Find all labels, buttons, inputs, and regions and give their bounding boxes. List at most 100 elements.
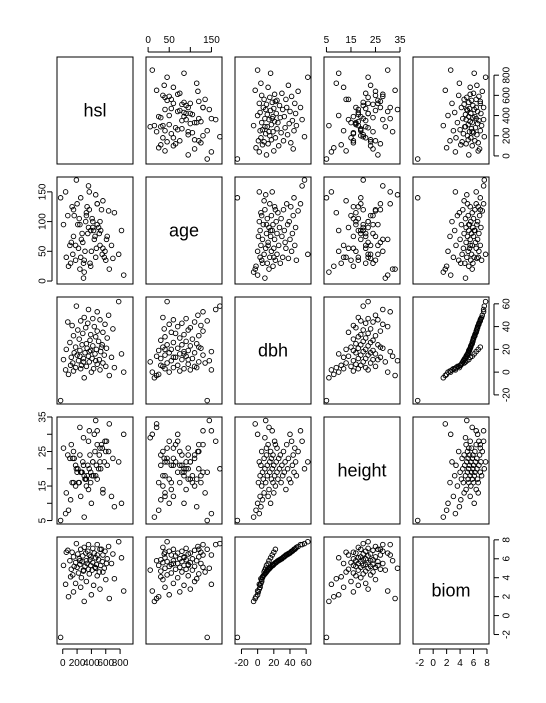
point-dbh-hsl-12 bbox=[69, 322, 75, 329]
point-biom-dbh-64 bbox=[234, 634, 241, 641]
point-age-height-15 bbox=[367, 255, 374, 262]
point-hsl-dbh-28 bbox=[275, 119, 281, 126]
point-age-dbh-69 bbox=[259, 260, 266, 266]
point-dbh-height-65 bbox=[392, 372, 398, 379]
point-age-height-29 bbox=[375, 251, 381, 258]
point-biom-hsl-59 bbox=[97, 586, 103, 592]
point-hsl-biom-44 bbox=[463, 116, 469, 123]
point-height-hsl-37 bbox=[87, 479, 94, 486]
point-height-age-70 bbox=[202, 490, 208, 496]
point-dbh-age-75 bbox=[153, 353, 160, 359]
point-height-age-42 bbox=[200, 469, 206, 475]
point-biom-hsl-72 bbox=[92, 565, 99, 571]
point-age-hsl-5 bbox=[81, 257, 87, 263]
point-age-height-60 bbox=[350, 233, 357, 240]
point-dbh-age-8 bbox=[204, 318, 210, 324]
point-age-biom-7 bbox=[477, 242, 484, 249]
point-height-age-71 bbox=[147, 434, 153, 441]
point-dbh-age-70 bbox=[202, 360, 208, 366]
point-age-dbh-19 bbox=[282, 239, 288, 246]
tick-label-right-biom-3: 4 bbox=[502, 574, 513, 580]
point-height-biom-39 bbox=[465, 455, 471, 462]
point-biom-height-65 bbox=[392, 595, 398, 602]
point-biom-hsl-78 bbox=[63, 549, 70, 555]
point-dbh-height-44 bbox=[345, 353, 352, 359]
point-age-dbh-77 bbox=[269, 189, 275, 195]
point-age-dbh-73 bbox=[263, 221, 270, 228]
point-dbh-age-37 bbox=[155, 347, 162, 354]
tick-label-left-age-2: 100 bbox=[38, 213, 49, 230]
point-age-dbh-50 bbox=[262, 206, 268, 213]
point-height-age-57 bbox=[181, 472, 187, 479]
point-age-biom-62 bbox=[443, 263, 450, 269]
point-hsl-height-40 bbox=[353, 121, 359, 128]
point-dbh-hsl-21 bbox=[70, 332, 77, 339]
point-age-hsl-30 bbox=[79, 230, 85, 237]
point-hsl-dbh-48 bbox=[263, 101, 270, 108]
tick-label-bottom-dbh-3: 40 bbox=[284, 658, 296, 669]
point-biom-age-72 bbox=[206, 565, 213, 571]
point-age-dbh-14 bbox=[286, 218, 292, 225]
point-dbh-height-77 bbox=[387, 348, 393, 355]
point-dbh-height-1 bbox=[360, 303, 366, 309]
point-age-dbh-24 bbox=[278, 215, 284, 222]
point-age-hsl-78 bbox=[63, 254, 70, 261]
point-hsl-height-37 bbox=[350, 113, 357, 120]
point-hsl-dbh-60 bbox=[255, 138, 262, 144]
point-biom-age-32 bbox=[160, 559, 166, 566]
point-hsl-height-63 bbox=[326, 122, 332, 129]
point-biom-height-17 bbox=[377, 552, 384, 558]
point-dbh-height-18 bbox=[345, 329, 352, 336]
point-hsl-biom-63 bbox=[440, 122, 447, 129]
point-height-hsl-23 bbox=[104, 462, 110, 469]
diagonal-label-biom: biom bbox=[431, 581, 470, 601]
point-hsl-age-47 bbox=[158, 123, 164, 130]
tick-label-right-dbh-0: -20 bbox=[502, 387, 513, 402]
point-hsl-dbh-12 bbox=[288, 140, 294, 146]
point-age-height-76 bbox=[335, 227, 342, 234]
point-age-height-62 bbox=[331, 263, 337, 269]
point-dbh-age-42 bbox=[200, 352, 206, 358]
point-height-biom-76 bbox=[471, 500, 477, 507]
point-height-hsl-25 bbox=[87, 452, 93, 458]
point-dbh-biom-16 bbox=[474, 327, 480, 333]
point-hsl-dbh-75 bbox=[266, 128, 272, 135]
point-dbh-hsl-10 bbox=[85, 320, 91, 326]
point-biom-hsl-27 bbox=[67, 557, 73, 564]
point-dbh-hsl-22 bbox=[92, 334, 99, 340]
point-age-biom-27 bbox=[469, 242, 475, 249]
point-height-hsl-74 bbox=[108, 493, 115, 500]
point-biom-hsl-52 bbox=[94, 573, 100, 579]
point-biom-hsl-61 bbox=[88, 592, 95, 598]
point-height-dbh-1 bbox=[301, 466, 308, 472]
point-age-hsl-73 bbox=[60, 221, 67, 228]
point-dbh-hsl-26 bbox=[95, 338, 102, 345]
point-height-biom-50 bbox=[460, 466, 466, 472]
point-dbh-height-41 bbox=[372, 351, 379, 357]
point-hsl-age-72 bbox=[206, 106, 213, 113]
point-hsl-height-13 bbox=[384, 108, 391, 115]
point-biom-dbh-65 bbox=[252, 595, 258, 602]
point-dbh-hsl-17 bbox=[94, 328, 100, 334]
point-biom-hsl-79 bbox=[98, 546, 105, 553]
point-hsl-biom-3 bbox=[480, 104, 487, 111]
point-height-biom-51 bbox=[459, 455, 465, 462]
point-hsl-biom-58 bbox=[450, 127, 457, 134]
point-dbh-biom-1 bbox=[481, 303, 488, 309]
point-biom-hsl-19 bbox=[80, 553, 86, 559]
point-hsl-age-33 bbox=[174, 91, 181, 98]
point-height-age-49 bbox=[168, 479, 175, 486]
point-height-age-74 bbox=[170, 493, 177, 500]
point-height-dbh-64 bbox=[234, 517, 241, 524]
point-hsl-dbh-43 bbox=[267, 94, 273, 101]
point-age-dbh-3 bbox=[297, 201, 304, 207]
point-dbh-age-79 bbox=[196, 344, 202, 350]
point-age-dbh-74 bbox=[265, 242, 271, 249]
point-biom-dbh-72 bbox=[262, 565, 269, 571]
point-age-biom-28 bbox=[469, 209, 475, 216]
point-age-biom-70 bbox=[461, 198, 467, 204]
point-biom-age-61 bbox=[166, 592, 172, 598]
point-age-height-79 bbox=[377, 206, 384, 213]
point-hsl-age-64 bbox=[204, 156, 210, 162]
point-biom-height-62 bbox=[331, 593, 337, 600]
